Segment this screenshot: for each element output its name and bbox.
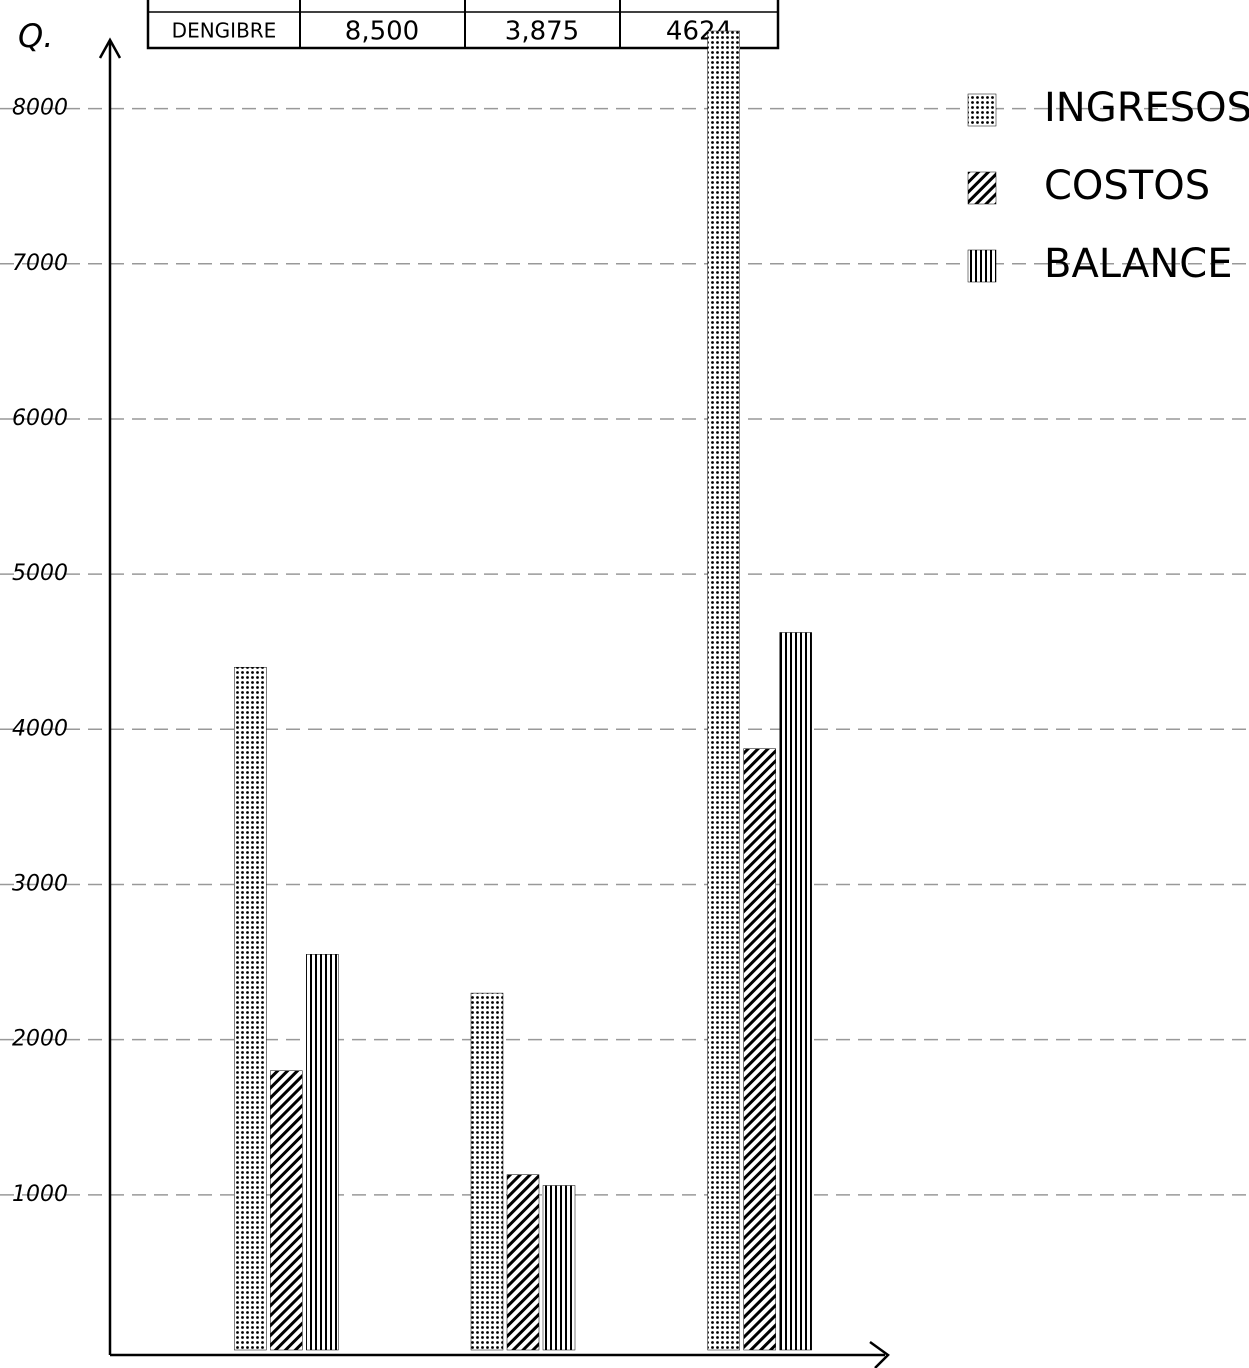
bar bbox=[542, 1185, 576, 1351]
y-axis-arrow bbox=[98, 37, 122, 59]
y-tick-label: 1000 bbox=[12, 1182, 68, 1207]
y-tick-label: 4000 bbox=[12, 716, 68, 741]
legend-swatch bbox=[967, 93, 997, 127]
bar bbox=[506, 1174, 540, 1351]
x-axis-arrow bbox=[869, 1340, 890, 1368]
legend-label: INGRESOS bbox=[1044, 85, 1249, 131]
legend-label: COSTOS bbox=[1044, 163, 1210, 209]
bar bbox=[707, 30, 740, 1351]
legend-swatch bbox=[967, 171, 997, 205]
table-cell: DENGIBRE bbox=[172, 19, 277, 43]
y-axis-label: Q. bbox=[18, 17, 53, 55]
data-table: DENGIBRE 8,500 3,875 4624 bbox=[146, 0, 780, 50]
bar bbox=[270, 1070, 303, 1351]
bar bbox=[306, 954, 339, 1351]
y-tick-label: 6000 bbox=[12, 406, 68, 431]
y-tick-label: 5000 bbox=[12, 561, 68, 586]
table-border bbox=[146, 0, 780, 50]
y-tick-label: 2000 bbox=[12, 1027, 68, 1052]
legend-label: BALANCE bbox=[1044, 241, 1233, 287]
table-cell: 8,500 bbox=[345, 17, 419, 47]
bar bbox=[779, 632, 812, 1351]
bar bbox=[234, 666, 267, 1351]
y-tick-label: 3000 bbox=[12, 871, 68, 896]
legend-swatch bbox=[967, 249, 997, 283]
y-tick-label: 7000 bbox=[12, 251, 68, 276]
y-tick-label: 8000 bbox=[12, 96, 68, 121]
bar bbox=[470, 992, 504, 1351]
table-cell: 3,875 bbox=[505, 17, 579, 47]
bar bbox=[743, 748, 776, 1351]
